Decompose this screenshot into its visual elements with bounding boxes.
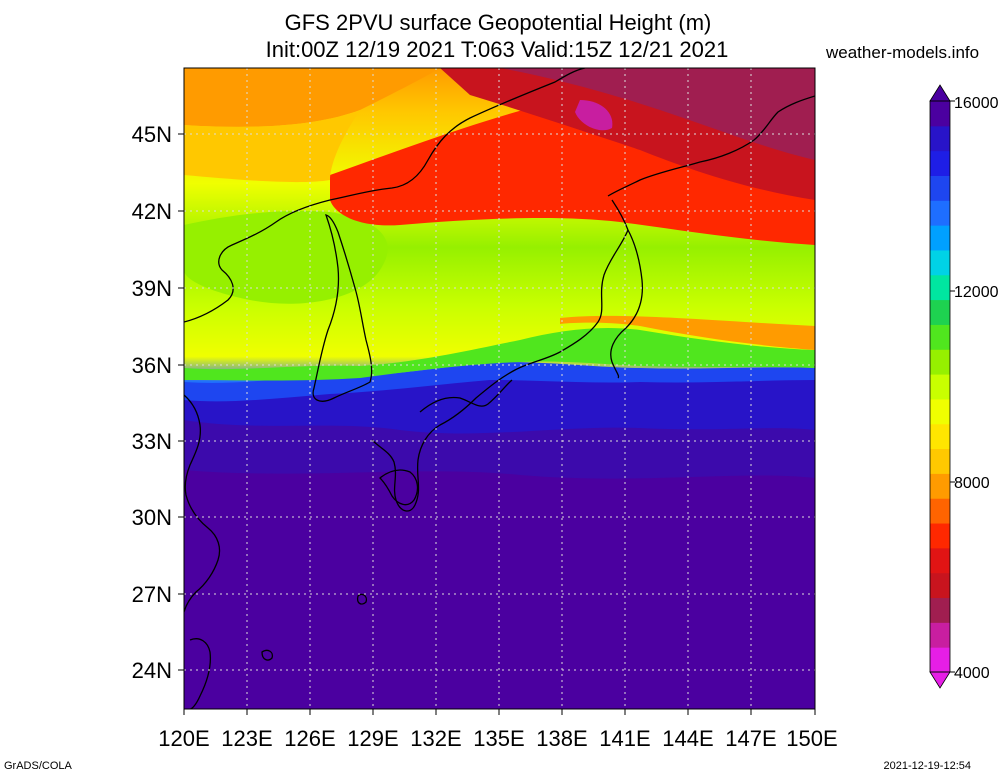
colorbar-segment [930,423,950,450]
colorbar-segment [930,299,950,325]
colorbar-label: 16000 [954,95,999,112]
colorbar-max-arrow [929,84,951,102]
coastlines [184,68,815,709]
lat-label: 42N [132,199,172,224]
lat-label: 45N [132,122,172,147]
lon-label: 123E [221,726,272,751]
colorbar-segment [930,125,950,152]
colorbar-segment [930,547,950,574]
colorbar-label: 8000 [954,475,990,492]
lat-label: 33N [132,429,172,454]
colorbar-label: 12000 [954,284,999,301]
lon-tick-labels: 120E 123E 126E 129E 132E 135E 138E 141E … [158,726,837,751]
lon-label: 135E [473,726,524,751]
colorbar-segment [930,101,950,127]
lon-label: 129E [347,726,398,751]
colorbar-segment [930,249,950,276]
colorbar-segment [930,622,950,648]
source-credit: weather-models.info [826,43,980,62]
map-subtitle: Init:00Z 12/19 2021 T:063 Valid:15Z 12/2… [265,37,729,62]
lat-label: 30N [132,505,172,530]
lat-label: 24N [132,658,172,683]
colorbar-segment [930,150,950,176]
tick-marks [178,133,816,715]
lon-label: 147E [725,726,776,751]
colorbar-segment [930,597,950,623]
colorbar-segment [930,200,950,226]
lon-label: 138E [536,726,587,751]
lat-label: 39N [132,276,172,301]
colorbar-segment [930,225,950,251]
colorbar-segment [930,274,950,301]
footer-timestamp: 2021-12-19-12:54 [883,760,971,772]
colorbar-segment [930,572,950,599]
colorbar-segment [930,448,950,474]
lon-label: 144E [662,726,713,751]
lon-label: 126E [284,726,335,751]
colorbar-segment [930,349,950,375]
colorbar-min-arrow [929,671,951,689]
graticule [184,68,815,709]
footer-software: GrADS/COLA [4,760,72,772]
lat-label: 36N [132,353,172,378]
lon-label: 120E [158,726,209,751]
lon-label: 141E [599,726,650,751]
colorbar-segment [930,498,950,524]
colorbar-segment [930,523,950,549]
colorbar-segment [930,175,950,201]
lat-label: 27N [132,582,172,607]
map-title: GFS 2PVU surface Geopotential Height (m) [284,10,712,35]
height-field [184,68,815,709]
lon-label: 132E [410,726,461,751]
colorbar-segment [930,473,950,499]
colorbar-segment [930,324,950,350]
colorbar-segment [930,398,950,425]
colorbar-segment [930,374,950,400]
colorbar-segment [930,647,950,673]
colorbar-frame [929,100,951,673]
colorbar-label: 4000 [954,665,990,682]
lon-label: 150E [786,726,837,751]
lat-tick-labels: 45N 42N 39N 36N 33N 30N 27N 24N [132,122,172,683]
colorbar: 16000 12000 8000 4000 [929,84,999,689]
colorbar-segments [930,101,950,673]
